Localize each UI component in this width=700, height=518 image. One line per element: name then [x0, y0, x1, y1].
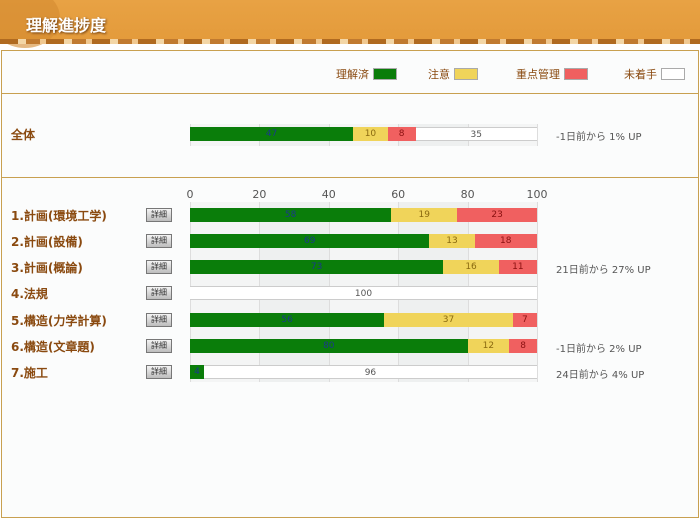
overall-label: 全体: [11, 128, 36, 142]
bar-segment-caution: 16: [443, 260, 499, 274]
subject-label: 7.施工: [11, 366, 48, 380]
bar-segment-priority: 11: [498, 260, 537, 274]
bar-segment-caution: 13: [429, 234, 475, 248]
legend-item: 注意: [428, 66, 478, 82]
legend-label: 理解済: [336, 68, 369, 81]
bar-segment-priority: 23: [457, 208, 537, 222]
subject-label: 1.計画(環境工学): [11, 209, 107, 223]
bar-segment-caution: 37: [384, 313, 513, 327]
subject-change-note: 21日前から 27% UP: [556, 265, 651, 276]
bar-segment-priority: 8: [387, 127, 416, 141]
page-title: 理解進捗度: [26, 16, 107, 35]
subject-label: 5.構造(力学計算): [11, 314, 107, 328]
legend-swatch: [661, 68, 685, 80]
bar-segment-priority: 18: [474, 234, 537, 248]
legend-swatch: [373, 68, 397, 80]
bar-segment-understood: 47: [190, 127, 354, 141]
detail-button[interactable]: 詳細: [146, 286, 172, 300]
divider: [2, 177, 698, 178]
subject-change-note: 24日前から 4% UP: [556, 370, 645, 381]
detail-button[interactable]: 詳細: [146, 365, 172, 379]
bar-segment-unstarted: 100: [190, 286, 537, 300]
detail-button[interactable]: 詳細: [146, 234, 172, 248]
bar-segment-understood: 73: [190, 260, 444, 274]
overall-change-note: -1日前から 1% UP: [556, 132, 642, 143]
bar-segment-understood: 4: [190, 365, 204, 379]
bar-segment-priority: 8: [509, 339, 537, 353]
subject-label: 4.法規: [11, 287, 48, 301]
axis-tick-label: 20: [252, 188, 267, 201]
legend-swatch: [564, 68, 588, 80]
header-stripe: [0, 39, 700, 44]
bar-segment-understood: 58: [190, 208, 392, 222]
bar-segment-unstarted: 96: [203, 365, 537, 379]
legend-label: 重点管理: [516, 68, 560, 81]
legend-label: 未着手: [624, 68, 657, 81]
subject-label: 3.計画(概論): [11, 261, 83, 275]
legend-item: 理解済: [336, 66, 397, 82]
detail-button[interactable]: 詳細: [146, 339, 172, 353]
subject-label: 6.構造(文章題): [11, 340, 95, 354]
bar-segment-understood: 56: [190, 313, 385, 327]
bar-segment-caution: 19: [391, 208, 458, 222]
gridline: [537, 124, 538, 146]
legend-item: 重点管理: [516, 66, 588, 82]
legend-item: 未着手: [624, 66, 685, 82]
detail-button[interactable]: 詳細: [146, 260, 172, 274]
subject-change-note: -1日前から 2% UP: [556, 344, 642, 355]
axis-tick-label: 60: [391, 188, 406, 201]
legend-swatch: [454, 68, 478, 80]
legend-label: 注意: [428, 68, 450, 81]
gridline: [537, 202, 538, 382]
subject-label: 2.計画(設備): [11, 235, 83, 249]
bar-segment-understood: 69: [190, 234, 430, 248]
divider: [2, 93, 698, 94]
bar-segment-understood: 80: [190, 339, 468, 353]
axis-tick-label: 100: [526, 188, 548, 201]
bar-segment-caution: 10: [353, 127, 388, 141]
axis-tick-label: 0: [186, 188, 194, 201]
axis-tick-label: 40: [321, 188, 336, 201]
header-banner: 理解進捗度: [0, 0, 700, 48]
detail-button[interactable]: 詳細: [146, 208, 172, 222]
axis-tick-label: 80: [460, 188, 475, 201]
bar-segment-unstarted: 35: [415, 127, 537, 141]
detail-button[interactable]: 詳細: [146, 313, 172, 327]
bar-segment-caution: 12: [467, 339, 510, 353]
bar-segment-priority: 7: [512, 313, 537, 327]
